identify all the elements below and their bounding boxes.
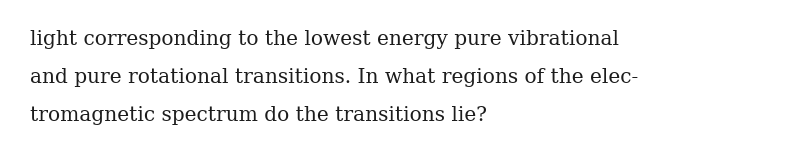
Text: tromagnetic spectrum do the transitions lie?: tromagnetic spectrum do the transitions …	[30, 106, 487, 125]
Text: light corresponding to the lowest energy pure vibrational: light corresponding to the lowest energy…	[30, 30, 619, 49]
Text: and pure rotational transitions. In what regions of the elec-: and pure rotational transitions. In what…	[30, 68, 638, 87]
